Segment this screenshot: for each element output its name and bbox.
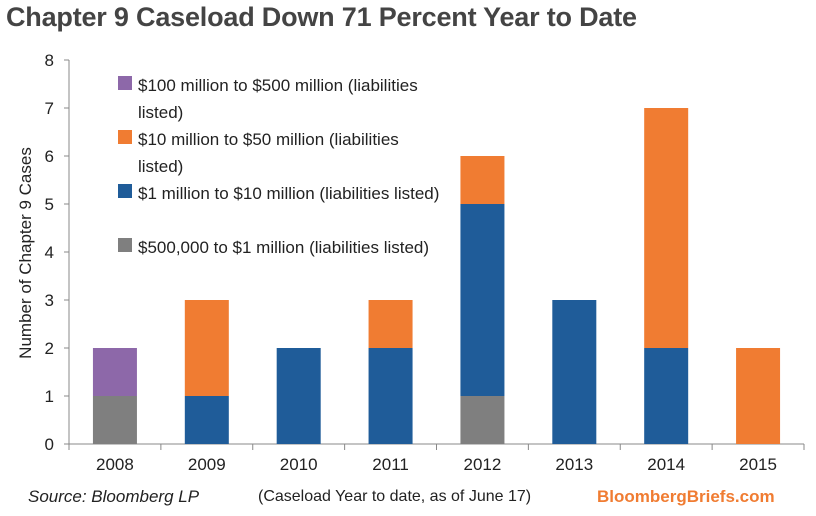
x-axis-ticks: 2008 2009 2010 2011 2012 2013 2014 2015	[68, 444, 805, 474]
bar-segment	[184, 396, 229, 444]
legend-label: $1 million to $10 million (liabilities l…	[138, 184, 440, 203]
bars-group	[92, 108, 781, 444]
bar-segment	[552, 300, 597, 444]
y-tick-label: 3	[45, 291, 54, 310]
bar-segment	[276, 348, 321, 444]
bar-segment	[184, 300, 229, 396]
x-tick-label: 2011	[372, 455, 409, 474]
legend-label: $500,000 to $1 million (liabilities list…	[138, 238, 430, 257]
bar-segment	[460, 156, 505, 204]
y-tick-label: 6	[45, 147, 54, 166]
caseload-note: (Caseload Year to date, as of June 17)	[258, 488, 532, 505]
y-tick-label: 4	[45, 243, 54, 262]
source-note: Source: Bloomberg LP	[28, 487, 200, 506]
legend-label: $100 million to $500 million (liabilitie…	[138, 76, 418, 122]
x-tick-label: 2009	[188, 455, 226, 474]
x-tick-label: 2014	[647, 455, 685, 474]
x-tick-label: 2010	[280, 455, 318, 474]
bar-segment	[644, 348, 689, 444]
chart-title: Chapter 9 Caseload Down 71 Percent Year …	[6, 2, 637, 32]
bar-segment	[644, 108, 689, 348]
bar-segment	[460, 204, 505, 396]
y-tick-label: 1	[45, 387, 54, 406]
y-tick-label: 7	[45, 99, 54, 118]
y-axis-label: Number of Chapter 9 Cases	[16, 147, 35, 359]
bar-segment	[92, 396, 137, 444]
x-tick-label: 2008	[96, 455, 134, 474]
legend-label: $10 million to $50 million (liabilities …	[138, 130, 399, 176]
legend-swatch	[118, 184, 132, 198]
legend-swatch	[118, 130, 132, 144]
bar-segment	[736, 348, 781, 444]
bar-segment	[368, 300, 413, 348]
x-tick-label: 2013	[555, 455, 593, 474]
y-tick-label: 5	[45, 195, 54, 214]
bar-segment	[460, 396, 505, 444]
y-tick-label: 8	[45, 51, 54, 70]
bar-segment	[92, 348, 137, 396]
brand-link[interactable]: BloombergBriefs.com	[597, 487, 775, 506]
y-tick-label: 0	[45, 435, 54, 454]
legend-swatch	[118, 76, 132, 90]
bar-segment	[368, 348, 413, 444]
legend-swatch	[118, 238, 132, 252]
x-tick-label: 2015	[739, 455, 777, 474]
y-axis-ticks: 0 1 2 3 4 5 6 7 8	[45, 51, 69, 454]
x-tick-label: 2012	[464, 455, 502, 474]
y-tick-label: 2	[45, 339, 54, 358]
